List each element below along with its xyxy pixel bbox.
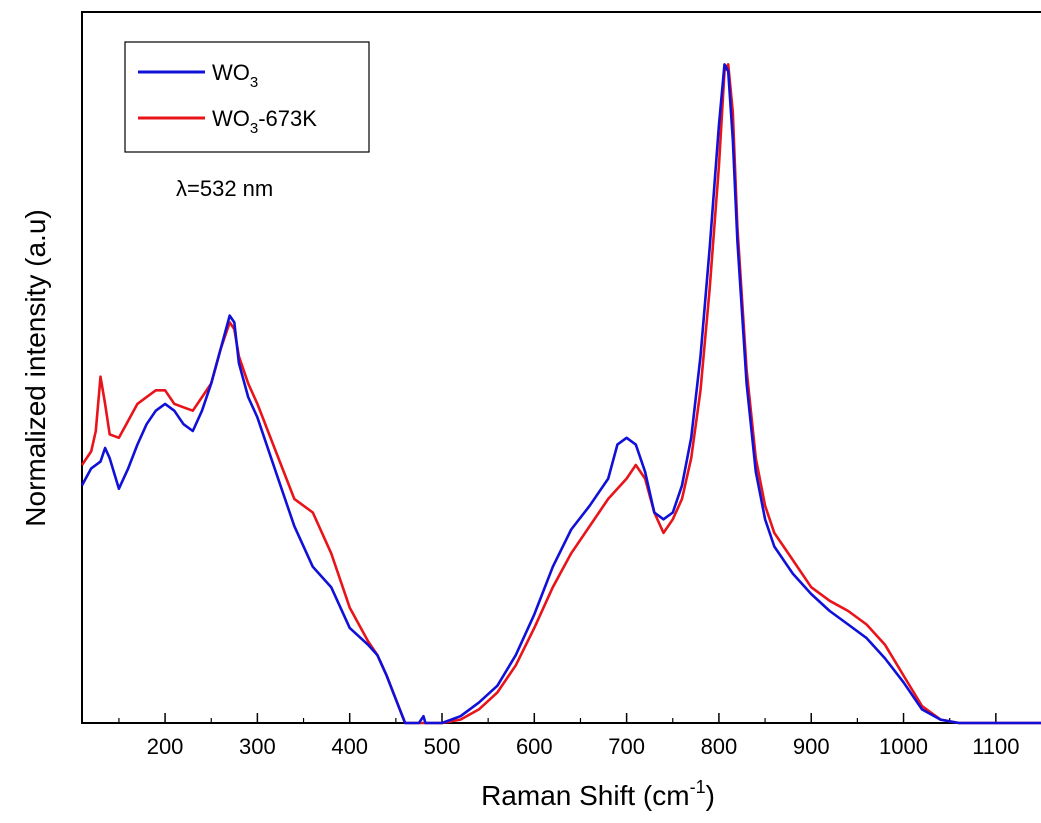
x-tick-label: 400 [331, 734, 368, 759]
x-tick-label: 300 [239, 734, 276, 759]
x-axis-title: Raman Shift (cm-1) [481, 777, 715, 811]
series-group [80, 63, 1041, 725]
series-line-wo3 [80, 63, 1041, 725]
x-tick-label: 700 [608, 734, 645, 759]
legend-label-wo3: WO3 [212, 60, 258, 91]
series-line-wo3-673k [80, 63, 1041, 725]
wavelength-annotation: λ=532 nm [176, 176, 273, 201]
legend-box [124, 41, 370, 153]
x-tick-label: 600 [516, 734, 553, 759]
x-tick-label: 800 [701, 734, 738, 759]
x-tick-label: 900 [793, 734, 830, 759]
x-tick-label: 500 [424, 734, 461, 759]
legend: WO3 WO3-673K [124, 41, 370, 153]
x-tick-label: 1000 [879, 734, 928, 759]
plot-frame [81, 11, 1041, 724]
x-tick-label: 1100 [972, 734, 1019, 759]
legend-label-wo3-673k: WO3-673K [212, 106, 317, 137]
x-tick-label: 200 [147, 734, 184, 759]
y-axis-title: Normalized intensity (a.u) [20, 209, 51, 526]
x-ticks [118, 713, 997, 723]
x-tick-labels: 200 300 400 500 600 700 800 900 1000 1100 [147, 734, 1020, 759]
